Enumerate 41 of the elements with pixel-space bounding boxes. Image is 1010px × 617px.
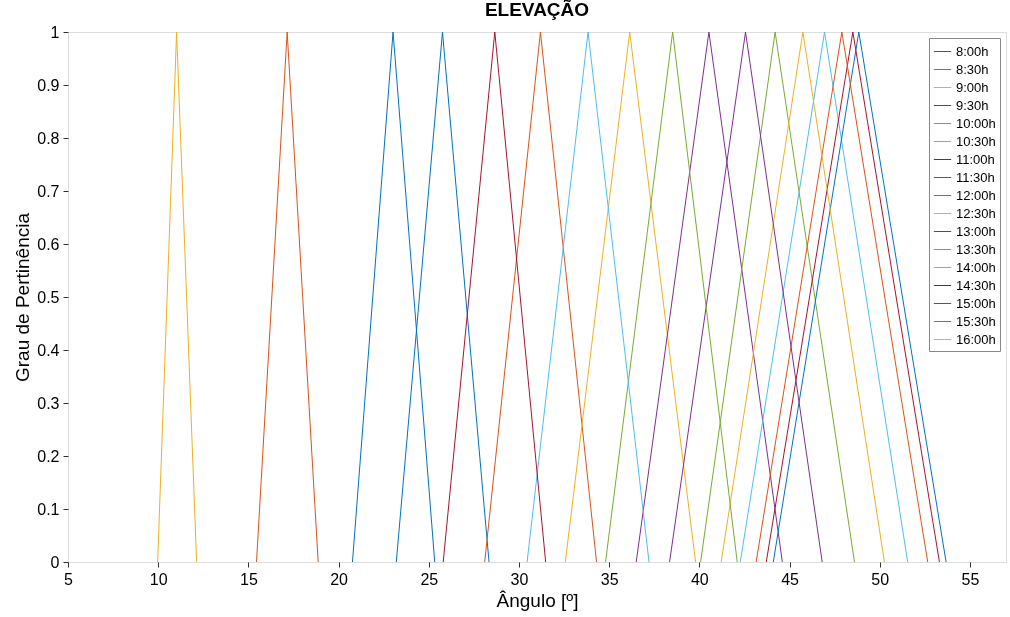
y-tick-label: 0.8 bbox=[37, 129, 60, 147]
legend-label: 11:30h bbox=[956, 169, 995, 185]
y-tick-label: 0.9 bbox=[37, 76, 60, 94]
legend-label: 8:00h bbox=[956, 43, 989, 59]
legend-label: 10:30h bbox=[956, 133, 996, 149]
x-tick-label: 10 bbox=[149, 570, 168, 588]
x-tick-label: 40 bbox=[690, 570, 709, 588]
legend-label: 16:00h bbox=[956, 331, 996, 347]
legend-label: 9:00h bbox=[956, 79, 989, 95]
y-tick-label: 0.3 bbox=[37, 394, 60, 412]
legend-label: 14:00h bbox=[956, 259, 996, 275]
legend-label: 8:30h bbox=[956, 61, 989, 77]
x-tick-label: 35 bbox=[600, 570, 619, 588]
y-axis-title: Grau de Pertinência bbox=[12, 212, 34, 382]
x-tick-label: 45 bbox=[781, 570, 800, 588]
x-tick-label: 55 bbox=[961, 570, 980, 588]
legend-label: 10:00h bbox=[956, 115, 996, 131]
legend-label: 15:30h bbox=[956, 313, 996, 329]
legend-label: 9:30h bbox=[956, 97, 989, 113]
y-tick-label: 0.1 bbox=[37, 500, 60, 518]
legend-label: 15:00h bbox=[956, 295, 996, 311]
legend-label: 12:00h bbox=[956, 187, 996, 203]
legend-label: 14:30h bbox=[956, 277, 996, 293]
legend-label: 12:30h bbox=[956, 205, 996, 221]
x-tick-label: 20 bbox=[330, 570, 349, 588]
y-tick-label: 0.6 bbox=[37, 235, 60, 253]
x-tick-label: 25 bbox=[420, 570, 439, 588]
x-tick-label: 15 bbox=[239, 570, 258, 588]
legend-label: 11:00h bbox=[956, 151, 995, 167]
legend-label: 13:30h bbox=[956, 241, 996, 257]
x-tick-label: 30 bbox=[510, 570, 529, 588]
y-tick-label: 0.5 bbox=[37, 288, 60, 306]
x-axis-title: Ângulo [º] bbox=[496, 589, 579, 611]
legend-label: 13:00h bbox=[956, 223, 996, 239]
y-tick-label: 0.4 bbox=[37, 341, 60, 359]
y-tick-label: 0 bbox=[50, 553, 60, 571]
x-tick-label: 5 bbox=[64, 570, 74, 588]
x-tick-label: 50 bbox=[871, 570, 890, 588]
y-tick-label: 0.2 bbox=[37, 447, 60, 465]
y-tick-label: 1 bbox=[50, 23, 60, 41]
y-tick-label: 0.7 bbox=[37, 182, 60, 200]
